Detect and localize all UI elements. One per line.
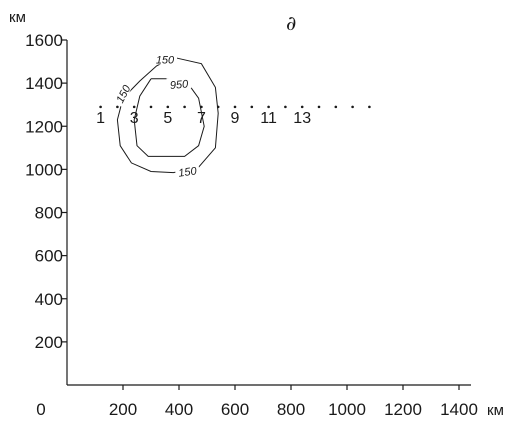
observation-point: [368, 105, 371, 109]
point-label: 3: [130, 110, 139, 127]
y-tick-label: 1400: [25, 74, 63, 93]
contour-line-950: [133, 78, 205, 157]
x-ticks: 0 200 400 600 800 1000 1200 1400: [36, 385, 478, 419]
point-label: 13: [293, 110, 311, 127]
x-tick-label: 600: [221, 400, 249, 419]
point-label: 5: [163, 110, 172, 127]
observation-point: [149, 105, 153, 109]
x-tick-label: 1200: [384, 400, 422, 419]
x-tick-label: 200: [109, 400, 137, 419]
observation-points: 1 3 5 7 9 11 13: [96, 105, 371, 127]
point-label: 9: [231, 110, 240, 127]
observation-point: [166, 105, 170, 109]
observation-point: [300, 105, 304, 109]
point-label: 11: [260, 110, 277, 127]
observation-point: [99, 105, 102, 109]
point-label: 1: [96, 110, 105, 127]
x-unit-label: км: [487, 402, 504, 419]
contour-label: 150: [178, 165, 199, 180]
x-tick-label: 1400: [440, 400, 478, 419]
observation-point: [351, 105, 354, 109]
y-ticks: 200 400 600 800 1000 1200 1400 1600: [25, 31, 67, 352]
contour-label: 950: [169, 78, 189, 92]
observation-point: [317, 105, 321, 109]
observation-point: [334, 105, 338, 109]
contour-label-mask: [153, 52, 177, 65]
x-tick-label: 1000: [328, 400, 366, 419]
point-label: 7: [197, 110, 206, 127]
observation-point: [200, 105, 203, 109]
observation-point: [183, 105, 186, 109]
y-tick-label: 200: [35, 333, 63, 352]
y-unit-label: км: [9, 9, 26, 26]
y-tick-label: 600: [35, 247, 63, 266]
observation-point: [132, 105, 136, 109]
observation-point: [250, 105, 254, 109]
x-tick-label: 800: [277, 400, 305, 419]
contour-label-mask: [111, 80, 133, 107]
y-tick-label: 1600: [25, 31, 63, 50]
contour-label: 150: [156, 54, 175, 66]
observation-point: [116, 105, 119, 109]
x-tick-label: 400: [165, 400, 193, 419]
observation-point: [233, 105, 237, 109]
contour-label-mask: [174, 162, 200, 179]
y-tick-label: 1000: [25, 160, 63, 179]
panel-label: ∂: [286, 11, 296, 35]
y-tick-label: 800: [35, 204, 63, 223]
contour-label-mask: [166, 76, 192, 91]
x-tick-label: 0: [36, 400, 45, 419]
y-tick-label: 400: [35, 290, 63, 309]
y-tick-label: 1200: [25, 117, 63, 136]
observation-point: [284, 105, 287, 109]
observation-point: [267, 105, 270, 109]
observation-point: [216, 105, 220, 109]
contour-line-150: [116, 56, 219, 174]
